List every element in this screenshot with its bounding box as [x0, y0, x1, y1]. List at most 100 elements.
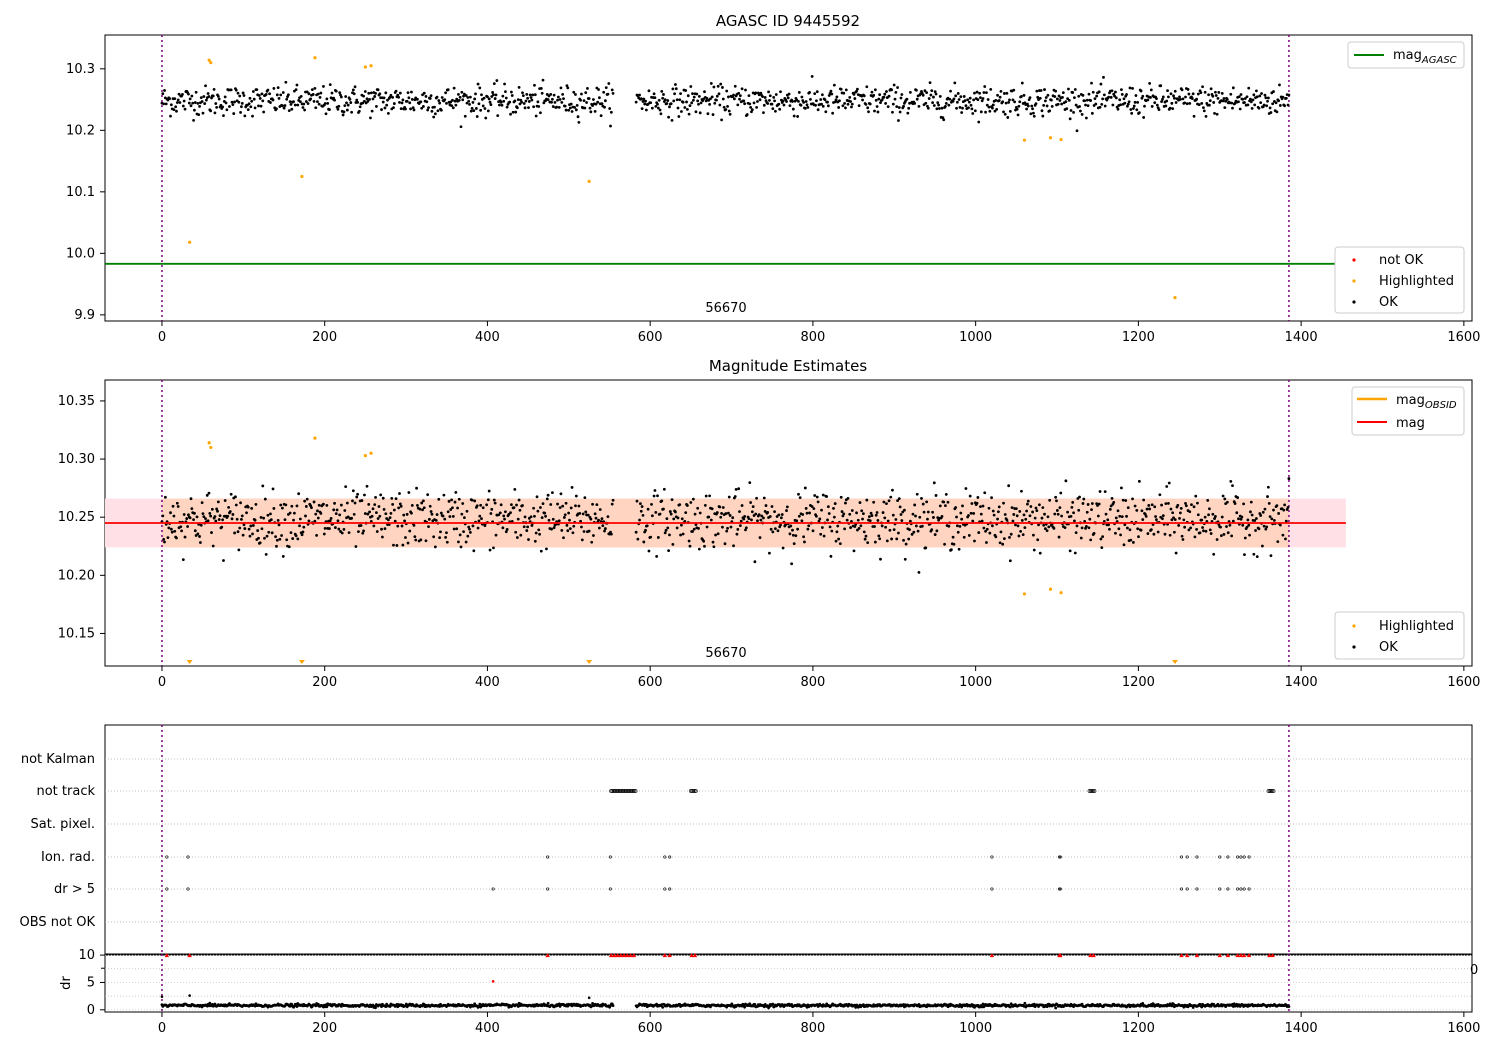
ok-point: [1084, 525, 1088, 528]
ok-point: [756, 100, 759, 103]
flag-point: [691, 789, 696, 793]
ok-point: [522, 102, 526, 105]
flag-point: [1266, 789, 1271, 793]
ok-point: [189, 104, 193, 108]
ok-point: [811, 529, 815, 533]
ok-point: [449, 508, 453, 511]
ok-point: [820, 526, 824, 529]
ok-point: [299, 94, 303, 98]
ok-point: [1193, 535, 1197, 539]
ok-point: [1041, 114, 1045, 118]
ok-point: [1174, 551, 1178, 555]
ok-point: [1073, 96, 1076, 100]
flag-point: [546, 887, 550, 891]
ok-point: [661, 1005, 665, 1009]
ok-point: [1237, 517, 1240, 521]
ok-point: [1132, 104, 1136, 108]
ok-point: [797, 91, 801, 94]
ok-point: [335, 508, 339, 512]
ok-point: [930, 528, 934, 531]
ok-point: [606, 92, 610, 96]
ok-point: [1202, 109, 1206, 113]
ok-point: [1028, 514, 1032, 518]
ok-point: [784, 523, 788, 527]
ok-point: [328, 108, 331, 111]
ok-point: [1252, 552, 1256, 556]
ok-point: [1040, 516, 1044, 520]
ok-point: [366, 512, 370, 516]
ok-point: [446, 510, 450, 514]
ok-point: [527, 106, 530, 110]
ok-point: [827, 512, 831, 515]
ok-point: [1240, 515, 1244, 519]
ok-point: [163, 495, 167, 499]
ok-point: [812, 507, 816, 511]
ok-point: [805, 511, 809, 515]
ok-point: [305, 90, 309, 94]
ok-point: [1066, 97, 1069, 101]
ok-point: [411, 106, 415, 110]
ok-point: [743, 1005, 747, 1009]
ok-point: [985, 527, 989, 531]
ok-point: [298, 100, 302, 104]
ok-point: [1231, 86, 1235, 90]
ok-point: [181, 93, 184, 96]
ok-point: [591, 502, 594, 506]
flag-point: [690, 789, 694, 793]
ok-point: [570, 110, 574, 113]
ok-point: [407, 96, 411, 100]
ok-point: [1140, 509, 1144, 513]
ok-point: [757, 513, 761, 517]
ok-point: [672, 99, 676, 103]
ok-point: [1001, 100, 1005, 104]
ok-point: [646, 507, 650, 511]
ok-point: [532, 506, 536, 510]
ok-point: [1183, 101, 1187, 105]
ok-point: [471, 524, 475, 528]
ok-point: [889, 495, 893, 499]
ok-point: [1139, 89, 1143, 93]
flag-point: [663, 855, 667, 859]
ok-point: [1198, 531, 1202, 535]
ok-point: [873, 109, 876, 113]
ok-point: [928, 81, 932, 84]
ok-point: [346, 515, 350, 519]
ok-point: [421, 105, 425, 108]
ok-point: [914, 88, 918, 92]
ok-point: [1184, 501, 1187, 505]
ok-point: [664, 528, 668, 532]
ok-point: [1147, 504, 1151, 507]
ok-point: [1050, 104, 1054, 108]
ok-point: [900, 519, 904, 522]
ok-point: [233, 100, 236, 104]
ok-point: [810, 75, 814, 78]
ok-point: [1284, 96, 1288, 100]
ok-point: [509, 503, 513, 507]
ok-point: [846, 102, 850, 106]
ok-point: [1021, 533, 1025, 537]
clipped-dr-marker: [164, 953, 170, 958]
ok-point: [220, 525, 224, 529]
flag-point: [631, 789, 635, 793]
ok-point: [667, 549, 671, 553]
ok-point: [944, 104, 947, 108]
ok-point: [238, 94, 242, 98]
highlighted-point: [1059, 591, 1063, 595]
ok-point: [964, 104, 968, 107]
ok-point: [1131, 86, 1134, 90]
ok-point: [1149, 528, 1153, 532]
ok-point: [545, 547, 548, 551]
ok-point: [1278, 83, 1281, 87]
ok-point: [691, 92, 694, 96]
ok-point: [513, 99, 517, 103]
ok-point: [1061, 91, 1065, 95]
ok-point: [725, 89, 729, 93]
ok-point: [475, 115, 479, 118]
ok-point: [791, 528, 794, 532]
ok-point: [225, 108, 229, 112]
ok-point: [312, 99, 316, 103]
ok-point: [753, 560, 757, 564]
ok-point: [1102, 75, 1105, 79]
ok-point: [235, 517, 239, 521]
